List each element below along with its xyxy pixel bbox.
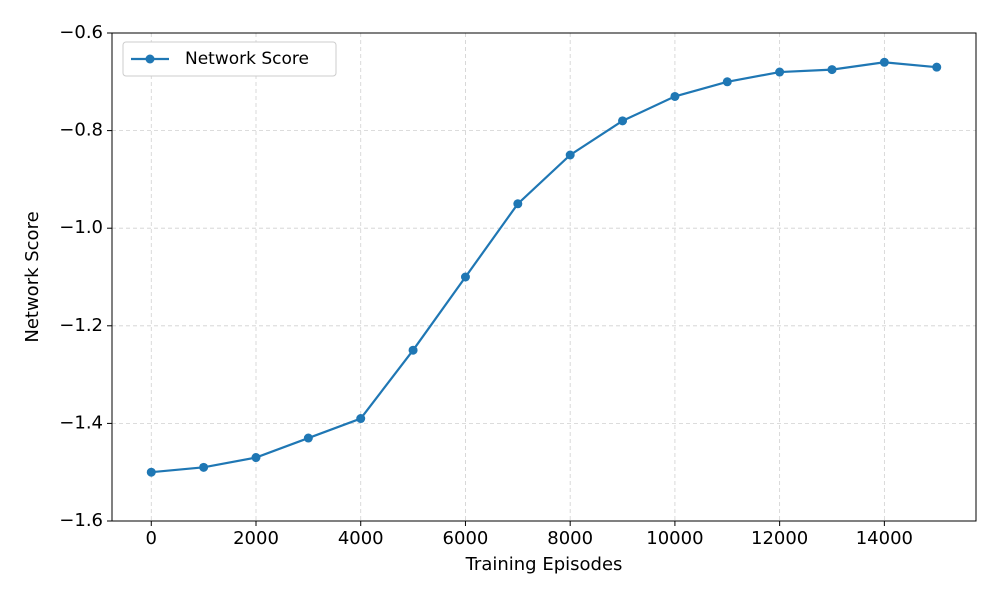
marker: [618, 116, 628, 126]
x-tick-label: 0: [146, 528, 157, 549]
marker: [199, 462, 209, 472]
marker: [303, 433, 313, 443]
marker: [460, 272, 470, 282]
y-tick-label: −0.6: [59, 22, 103, 43]
x-tick-label: 12000: [751, 528, 808, 549]
legend-marker: [145, 54, 155, 64]
legend-label: Network Score: [185, 49, 309, 69]
marker: [932, 62, 942, 72]
marker: [775, 67, 785, 77]
x-tick-label: 2000: [233, 528, 279, 549]
y-tick-label: −1.0: [59, 217, 103, 238]
marker: [565, 150, 575, 160]
marker: [408, 345, 418, 355]
x-axis-label: Training Episodes: [465, 554, 623, 575]
plot-frame: [111, 32, 977, 522]
marker: [722, 77, 732, 87]
marker: [356, 414, 366, 424]
y-tick-label: −1.2: [59, 315, 103, 336]
marker: [251, 453, 261, 463]
x-tick-label: 4000: [338, 528, 384, 549]
y-axis-label: Network Score: [22, 211, 43, 342]
line: [151, 61, 937, 474]
y-tick-label: −1.4: [59, 412, 103, 433]
x-tick-label: 6000: [443, 528, 489, 549]
x-tick-label: 8000: [547, 528, 593, 549]
marker: [879, 57, 889, 67]
marker: [827, 65, 837, 75]
y-tick-label: −1.6: [59, 510, 103, 531]
marker: [146, 467, 156, 477]
marker: [513, 199, 523, 209]
x-tick-label: 10000: [646, 528, 703, 549]
y-tick-label: −0.8: [59, 120, 103, 141]
x-tick-label: 14000: [856, 528, 913, 549]
legend-box: [122, 41, 337, 77]
marker: [670, 91, 680, 101]
